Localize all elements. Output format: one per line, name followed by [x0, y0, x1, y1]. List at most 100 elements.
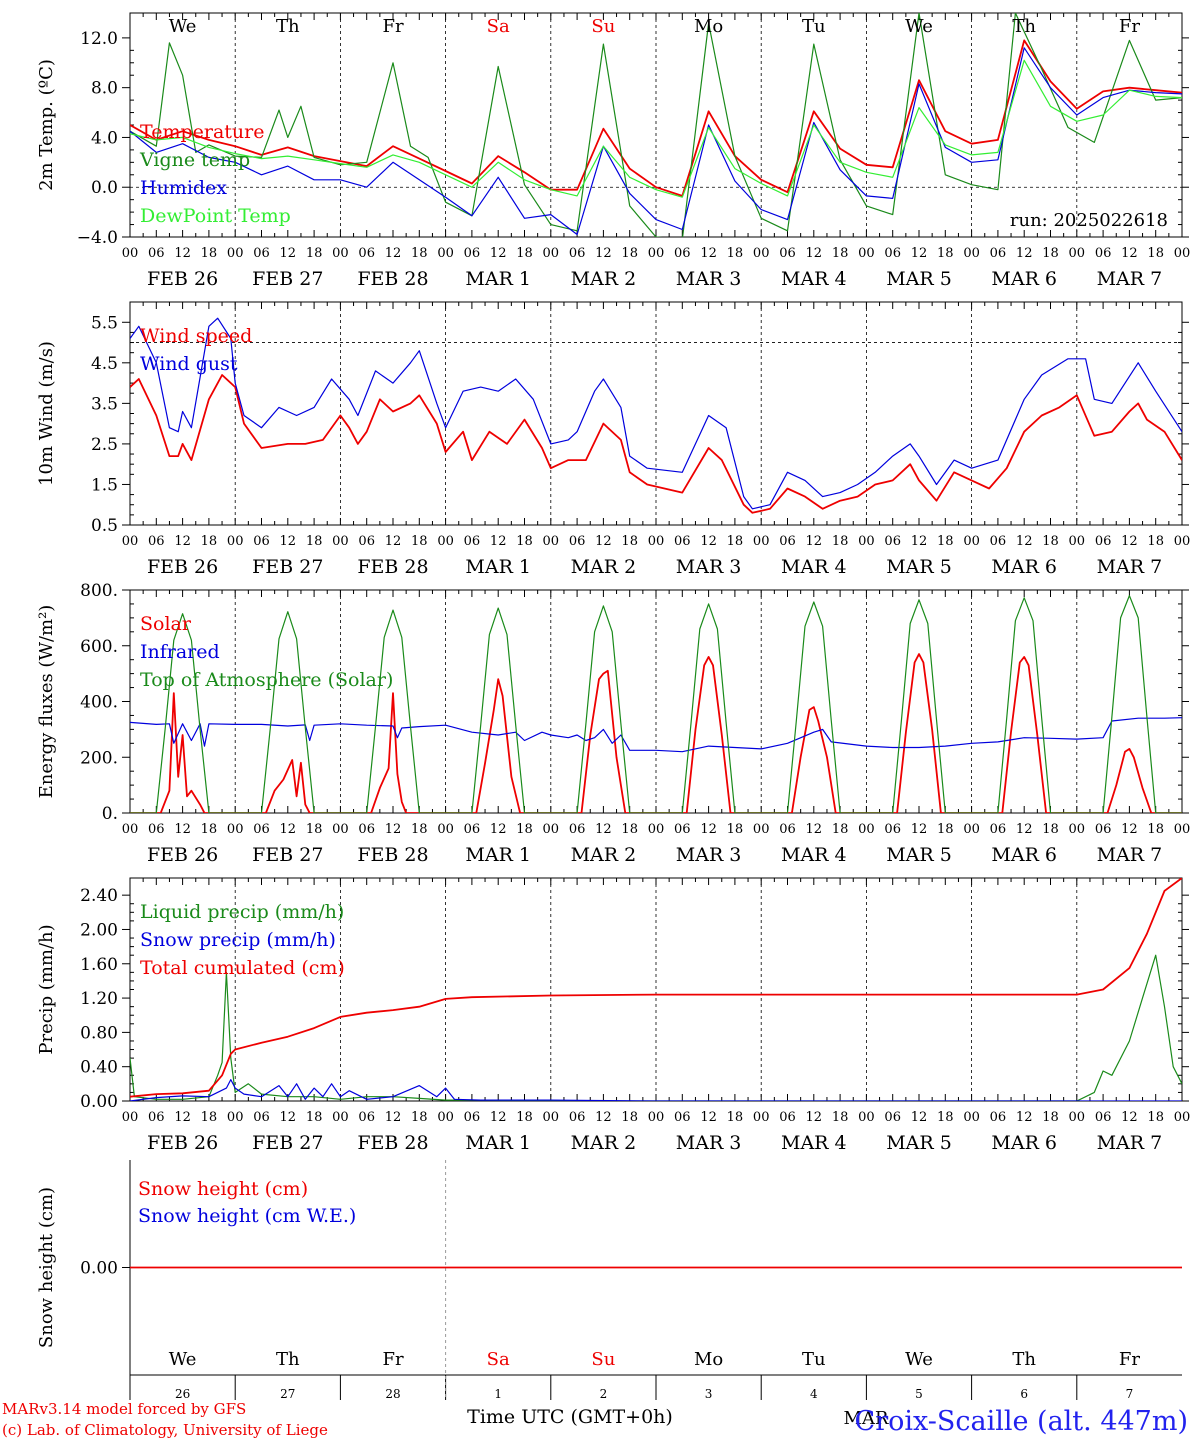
weekday-label: We	[905, 16, 933, 37]
x-hour-label: 12	[1121, 246, 1138, 261]
x-date-label: MAR 2	[571, 556, 637, 578]
x-hour-label: 06	[569, 1110, 586, 1125]
plot-frame	[129, 301, 1183, 526]
panel-3	[122, 589, 1189, 814]
y-tick-label: 0.5	[91, 516, 118, 536]
x-date-label: MAR 5	[886, 268, 952, 290]
x-date-label: FEB 26	[147, 844, 218, 866]
weekday-label-bottom: Sa	[487, 1349, 510, 1370]
x-hour-label: 06	[674, 822, 691, 837]
weekday-label: Su	[591, 16, 615, 37]
panel-5	[122, 1160, 1182, 1400]
x-hour-label: 12	[806, 534, 823, 549]
x-hour-label: 06	[779, 534, 796, 549]
x-hour-label: 12	[700, 534, 717, 549]
y-tick-label: 2.5	[91, 435, 118, 455]
x-hour-label: 06	[358, 534, 375, 549]
weekday-label: Th	[1012, 16, 1036, 37]
series-line-infrared	[130, 717, 1182, 753]
x-hour-label: 00	[753, 534, 770, 549]
x-hour-label: 00	[648, 246, 665, 261]
x-date-label: FEB 28	[357, 1132, 428, 1154]
series-group	[130, 878, 1182, 1101]
x-hour-label: 12	[174, 1110, 191, 1125]
x-date-label: MAR 3	[676, 1132, 742, 1154]
x-hour-label: 12	[280, 534, 297, 549]
x-hour-label: 06	[1095, 246, 1112, 261]
x-hour-label: 06	[148, 822, 165, 837]
weekday-label-bottom: Tu	[802, 1349, 826, 1370]
x-date-label: MAR 5	[886, 556, 952, 578]
x-hour-label: 06	[464, 1110, 481, 1125]
x-hour-label: 00	[122, 534, 139, 549]
x-hour-label: 18	[1042, 1110, 1059, 1125]
day-number-label: 6	[1020, 1387, 1028, 1401]
x-hour-label: 06	[253, 1110, 270, 1125]
x-hour-label: 18	[727, 534, 744, 549]
x-date-label: FEB 27	[252, 844, 323, 866]
x-date-label: MAR 7	[1097, 556, 1163, 578]
weekday-label-bottom: Su	[591, 1349, 615, 1370]
x-hour-label: 12	[911, 534, 928, 549]
x-hour-label: 06	[990, 246, 1007, 261]
panel-1	[122, 12, 1189, 238]
x-hour-label: 18	[621, 822, 638, 837]
x-hour-label: 00	[227, 246, 244, 261]
y-tick-label: 600.	[80, 637, 118, 657]
x-hour-label: 00	[753, 246, 770, 261]
y-axis-label: Energy fluxes (W/m²)	[36, 605, 57, 799]
x-hour-label: 12	[1016, 1110, 1033, 1125]
x-hour-label: 06	[990, 822, 1007, 837]
x-hour-label: 12	[700, 822, 717, 837]
x-hour-label: 00	[543, 246, 560, 261]
x-date-label: MAR 3	[676, 268, 742, 290]
legend-entry: Wind speed	[140, 325, 252, 347]
series-line-total-cumulated-cm-	[130, 878, 1182, 1098]
x-hour-label: 00	[858, 822, 875, 837]
x-hour-label: 18	[727, 246, 744, 261]
x-hour-label: 00	[1174, 822, 1191, 837]
weekday-label-bottom: We	[169, 1349, 197, 1370]
station-title: Croix-Scaille (alt. 447m)	[855, 1406, 1188, 1437]
x-date-label: MAR 1	[465, 844, 531, 866]
x-hour-label: 12	[280, 1110, 297, 1125]
lab-credit: (c) Lab. of Climatology, University of L…	[2, 1421, 328, 1439]
series-group	[130, 595, 1182, 813]
legend-entry: Solar	[140, 613, 192, 635]
x-hour-label: 06	[358, 1110, 375, 1125]
weekday-label-bottom: We	[905, 1349, 933, 1370]
x-hour-label: 00	[332, 246, 349, 261]
x-hour-label: 06	[1095, 822, 1112, 837]
weekday-label-bottom: Th	[1012, 1349, 1036, 1370]
x-hour-label: 00	[963, 1110, 980, 1125]
x-hour-label: 18	[201, 822, 218, 837]
x-date-label: MAR 7	[1097, 1132, 1163, 1154]
x-hour-label: 06	[464, 822, 481, 837]
series-group	[130, 317, 1182, 514]
x-hour-label: 06	[1095, 534, 1112, 549]
x-date-label: FEB 27	[252, 556, 323, 578]
y-tick-label: 400.	[80, 693, 118, 713]
x-hour-label: 00	[648, 534, 665, 549]
x-date-label: MAR 4	[781, 556, 847, 578]
series-line-liquid-precip-mm-h-	[130, 954, 1182, 1101]
panel-4	[122, 877, 1189, 1102]
day-number-label: 3	[705, 1387, 713, 1401]
x-hour-label: 06	[148, 246, 165, 261]
x-hour-label: 12	[280, 822, 297, 837]
x-hour-label: 06	[358, 246, 375, 261]
x-hour-label: 18	[411, 822, 428, 837]
series-line-dewpoint-temp	[130, 59, 1182, 198]
x-hour-label: 18	[306, 534, 323, 549]
x-hour-label: 06	[674, 246, 691, 261]
x-hour-label: 00	[1069, 1110, 1086, 1125]
x-hour-label: 00	[437, 1110, 454, 1125]
x-hour-label: 12	[595, 1110, 612, 1125]
day-number-label: 28	[385, 1387, 400, 1401]
x-hour-label: 12	[595, 534, 612, 549]
y-tick-label: 800.	[80, 581, 118, 601]
legend-entry: Snow precip (mm/h)	[140, 929, 336, 951]
x-hour-label: 00	[332, 1110, 349, 1125]
weekday-label: We	[169, 16, 197, 37]
day-number-label: 5	[915, 1387, 923, 1401]
